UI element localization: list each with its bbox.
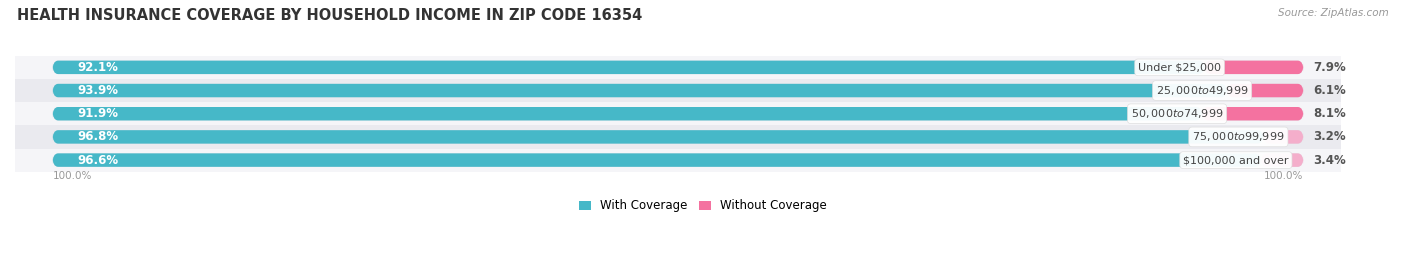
FancyBboxPatch shape	[1264, 130, 1303, 144]
Text: 100.0%: 100.0%	[1264, 171, 1303, 181]
FancyBboxPatch shape	[1205, 61, 1303, 74]
FancyBboxPatch shape	[52, 107, 1202, 121]
FancyBboxPatch shape	[1227, 84, 1303, 97]
FancyBboxPatch shape	[1202, 107, 1303, 121]
FancyBboxPatch shape	[52, 107, 1303, 121]
Bar	[15, 125, 1341, 148]
Text: $75,000 to $99,999: $75,000 to $99,999	[1192, 130, 1285, 143]
Bar	[15, 102, 1341, 125]
FancyBboxPatch shape	[52, 61, 1303, 74]
FancyBboxPatch shape	[52, 130, 1264, 144]
Text: 6.1%: 6.1%	[1313, 84, 1346, 97]
Text: $100,000 and over: $100,000 and over	[1182, 155, 1289, 165]
Text: 8.1%: 8.1%	[1313, 107, 1346, 120]
Text: Source: ZipAtlas.com: Source: ZipAtlas.com	[1278, 8, 1389, 18]
Text: HEALTH INSURANCE COVERAGE BY HOUSEHOLD INCOME IN ZIP CODE 16354: HEALTH INSURANCE COVERAGE BY HOUSEHOLD I…	[17, 8, 643, 23]
Text: 96.8%: 96.8%	[77, 130, 118, 143]
FancyBboxPatch shape	[52, 153, 1303, 167]
Bar	[15, 56, 1341, 79]
Text: 7.9%: 7.9%	[1313, 61, 1346, 74]
Text: 3.4%: 3.4%	[1313, 154, 1346, 167]
Text: $25,000 to $49,999: $25,000 to $49,999	[1156, 84, 1249, 97]
FancyBboxPatch shape	[52, 61, 1205, 74]
FancyBboxPatch shape	[52, 153, 1261, 167]
Text: 91.9%: 91.9%	[77, 107, 118, 120]
Bar	[15, 79, 1341, 102]
Text: 3.2%: 3.2%	[1313, 130, 1346, 143]
FancyBboxPatch shape	[52, 84, 1227, 97]
Text: 93.9%: 93.9%	[77, 84, 118, 97]
Text: 92.1%: 92.1%	[77, 61, 118, 74]
FancyBboxPatch shape	[52, 130, 1303, 144]
Text: $50,000 to $74,999: $50,000 to $74,999	[1130, 107, 1223, 120]
Bar	[15, 148, 1341, 172]
FancyBboxPatch shape	[52, 84, 1303, 97]
FancyBboxPatch shape	[1261, 153, 1303, 167]
Text: 100.0%: 100.0%	[52, 171, 91, 181]
Text: 96.6%: 96.6%	[77, 154, 118, 167]
Legend: With Coverage, Without Coverage: With Coverage, Without Coverage	[579, 199, 827, 213]
Text: Under $25,000: Under $25,000	[1137, 62, 1220, 72]
